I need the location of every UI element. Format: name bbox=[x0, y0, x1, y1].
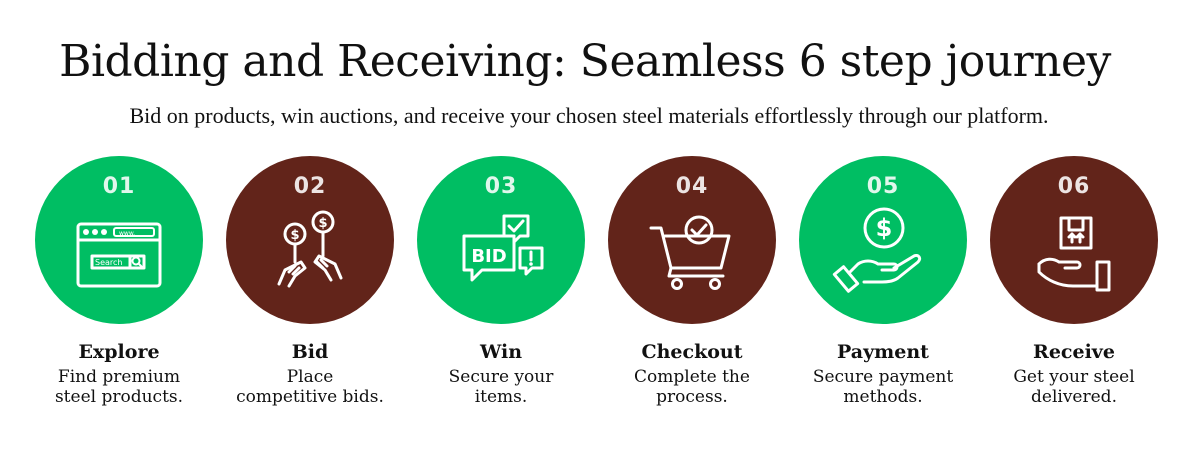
step-description-line: Get your steel bbox=[1013, 367, 1135, 387]
step-description-line: steel products. bbox=[54, 387, 184, 407]
cart-check-icon bbox=[649, 215, 731, 290]
step-description-line: Complete the bbox=[634, 367, 750, 387]
step-number: 04 bbox=[675, 174, 709, 199]
browser-search-icon: www. Search bbox=[76, 222, 162, 288]
step-number: 06 bbox=[1057, 174, 1091, 199]
step-payment: 05 $ Payment Secure payment methods. bbox=[783, 156, 983, 416]
step-description-line: Secure payment bbox=[812, 367, 954, 387]
step-description: Secure your items. bbox=[401, 367, 601, 407]
hand-dollar-icon: $ bbox=[832, 207, 922, 293]
step-number: 02 bbox=[293, 174, 327, 199]
step-description-line: Place bbox=[286, 367, 334, 387]
step-description-line: Find premium bbox=[57, 367, 181, 387]
step-circle: 02 $ $ bbox=[226, 156, 394, 324]
step-name: Payment bbox=[837, 341, 929, 363]
step-win: 03 BID Win Secure your items. bbox=[401, 156, 601, 416]
step-name: Receive bbox=[1033, 341, 1115, 363]
step-number: 05 bbox=[866, 174, 900, 199]
step-explore: 01 www. Search Explore Find pr bbox=[19, 156, 219, 416]
bid-label-text: BID bbox=[471, 246, 506, 267]
browser-url-text: www. bbox=[119, 230, 135, 237]
step-description-line: Secure your bbox=[448, 367, 554, 387]
search-box-text: Search bbox=[95, 258, 122, 267]
svg-text:$: $ bbox=[876, 214, 893, 242]
step-bid: 02 $ $ Bid Place competitive bids. bbox=[210, 156, 410, 416]
step-number: 03 bbox=[484, 174, 518, 199]
step-circle: 04 bbox=[608, 156, 776, 324]
step-description-line: delivered. bbox=[1031, 387, 1117, 407]
step-number: 01 bbox=[102, 174, 136, 199]
step-name: Win bbox=[479, 341, 523, 363]
svg-text:$: $ bbox=[318, 216, 327, 231]
step-checkout: 04 Checkout Complete the process. bbox=[592, 156, 792, 416]
svg-text:$: $ bbox=[290, 228, 299, 243]
step-description: Place competitive bids. bbox=[210, 367, 410, 407]
step-circle: 06 bbox=[990, 156, 1158, 324]
step-description: Complete the process. bbox=[592, 367, 792, 407]
step-description: Find premium steel products. bbox=[19, 367, 219, 407]
step-circle: 05 $ bbox=[799, 156, 967, 324]
bid-paddles-icon: $ $ bbox=[277, 210, 343, 288]
step-description: Get your steel delivered. bbox=[974, 367, 1174, 407]
step-description-line: methods. bbox=[843, 387, 923, 407]
step-description: Secure payment methods. bbox=[783, 367, 983, 407]
page-title: Bidding and Receiving: Seamless 6 step j… bbox=[59, 36, 1111, 87]
step-name: Explore bbox=[78, 341, 160, 363]
step-description-line: process. bbox=[656, 387, 728, 407]
bid-chat-icon: BID bbox=[462, 214, 544, 282]
step-receive: 06 Receive Get your steel delivered. bbox=[974, 156, 1174, 416]
page-subtitle: Bid on products, win auctions, and recei… bbox=[129, 103, 1049, 128]
step-circle: 01 www. Search bbox=[35, 156, 203, 324]
step-description-line: items. bbox=[474, 387, 528, 407]
step-name: Bid bbox=[291, 341, 329, 363]
step-circle: 03 BID bbox=[417, 156, 585, 324]
step-name: Checkout bbox=[641, 341, 743, 363]
step-description-line: competitive bids. bbox=[236, 387, 384, 407]
hand-box-icon bbox=[1037, 216, 1111, 292]
